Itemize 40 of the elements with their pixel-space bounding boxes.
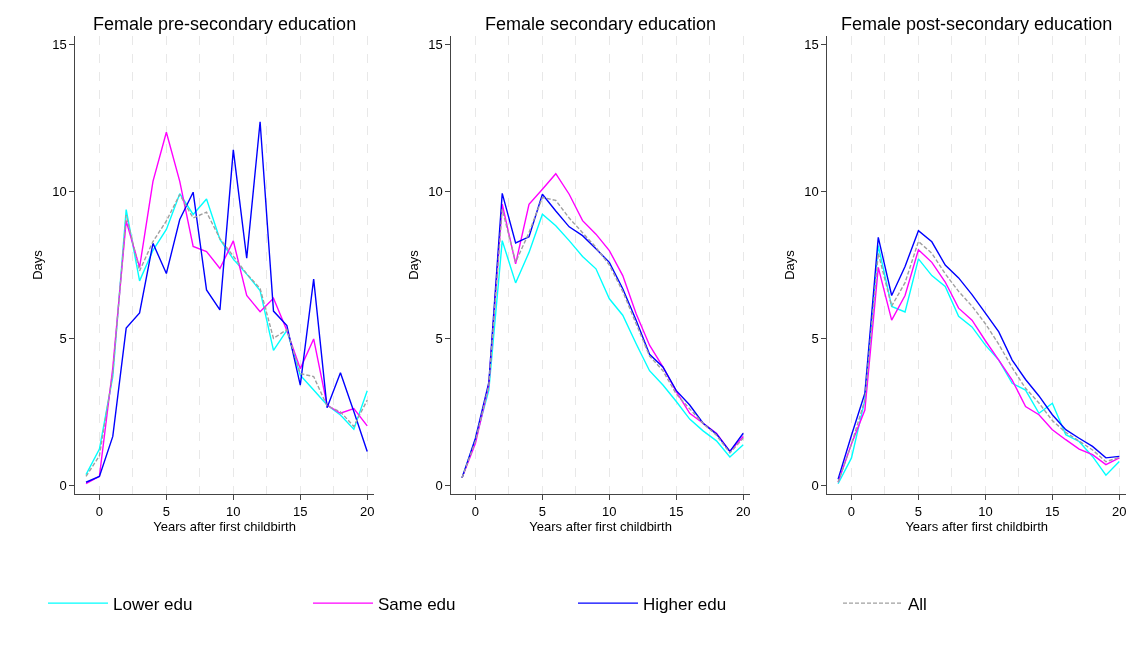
x-tick-label: 20: [359, 503, 375, 519]
x-tick-label: 0: [471, 503, 480, 519]
x-tick-label: 15: [293, 503, 308, 519]
y-axis-title: Days: [406, 249, 422, 280]
legend-label: Same edu: [378, 594, 456, 614]
chart-title: Female post-secondary education: [841, 14, 1113, 34]
x-tick-label: 15: [669, 503, 684, 519]
y-tick-label: 0: [435, 477, 443, 493]
y-tick-label: 5: [59, 330, 67, 346]
x-tick-label: 10: [978, 503, 993, 519]
x-tick-label: 20: [1112, 503, 1127, 519]
y-tick-label: 10: [804, 184, 819, 200]
x-tick-label: 5: [538, 503, 547, 519]
y-tick-label: 0: [59, 477, 67, 493]
legend-label: Higher edu: [643, 594, 727, 614]
x-tick-label: 10: [602, 503, 617, 519]
x-tick-label: 0: [847, 503, 856, 519]
y-tick-label: 15: [804, 37, 819, 53]
y-tick-label: 0: [811, 477, 819, 493]
y-tick-label: 5: [435, 330, 443, 346]
y-tick-label: 10: [52, 184, 67, 200]
x-axis-title: Years after first childbirth: [153, 519, 296, 535]
y-tick-label: 15: [52, 37, 67, 53]
x-axis-title: Years after first childbirth: [905, 519, 1048, 535]
x-tick-label: 5: [162, 503, 170, 519]
chart-title: Female pre-secondary education: [93, 14, 357, 34]
legend-label: All: [908, 594, 927, 614]
y-axis-title: Days: [30, 249, 46, 280]
x-axis-title: Years after first childbirth: [529, 519, 672, 535]
x-tick-label: 20: [736, 503, 751, 519]
x-tick-label: 10: [226, 503, 241, 519]
y-tick-label: 10: [428, 184, 443, 200]
x-tick-label: 5: [914, 503, 923, 519]
y-axis-title: Days: [782, 249, 798, 280]
x-tick-label: 0: [95, 503, 104, 519]
chart-title: Female secondary education: [485, 14, 717, 34]
y-tick-label: 15: [428, 37, 443, 53]
legend-label: Lower edu: [113, 594, 193, 614]
y-tick-label: 5: [811, 330, 819, 346]
x-tick-label: 15: [1045, 503, 1060, 519]
